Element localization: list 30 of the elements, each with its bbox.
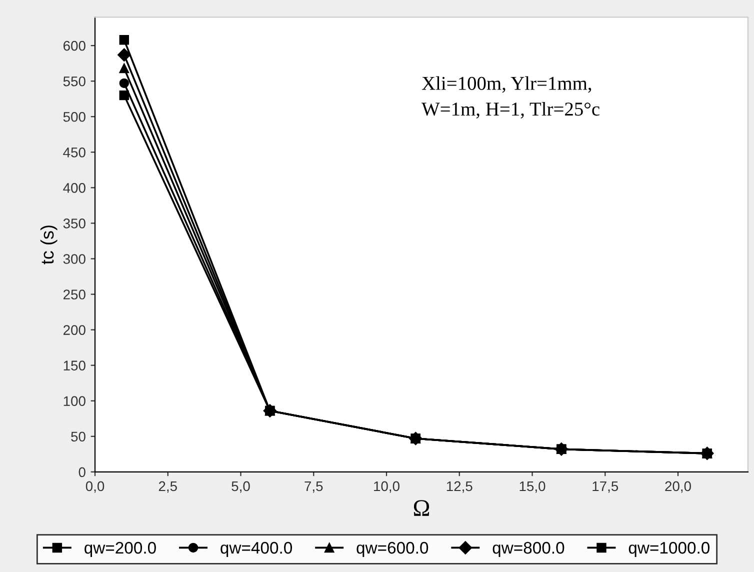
y-tick-label: 350 — [63, 218, 86, 228]
annotation: Xli=100m, Ylr=1mm, W=1m, H=1, Tlr=25°c — [422, 76, 600, 118]
x-tick-label: 12,5 — [446, 481, 472, 493]
legend-label: qw=600.0 — [356, 542, 428, 557]
y-tick-label: 250 — [64, 290, 86, 300]
x-tick-label: 15,0 — [520, 481, 546, 493]
legend-label: qw=1000.0 — [628, 542, 710, 557]
x-tick-label: 2,5 — [158, 481, 177, 493]
y-tick-label: 50 — [71, 432, 86, 442]
x-axis-title: Ω — [414, 500, 430, 516]
x-tick-label: 0,0 — [86, 481, 104, 493]
y-tick-label: 100 — [64, 396, 86, 406]
y-tick-label: 0 — [78, 467, 86, 478]
y-tick-label: 300 — [63, 254, 86, 264]
y-axis-title: tc (s) — [40, 226, 58, 264]
y-tick-label: 200 — [64, 325, 86, 335]
y-tick-label: 500 — [63, 112, 86, 122]
y-tick-label: 150 — [64, 360, 86, 370]
y-tick-label: 400 — [63, 183, 86, 193]
x-tick-label: 20,0 — [665, 481, 691, 493]
x-tick-label: 10,0 — [374, 481, 400, 493]
legend-label: qw=800.0 — [492, 542, 564, 557]
x-tick-label: 17,5 — [592, 481, 618, 493]
x-tick-label: 5,0 — [232, 481, 250, 493]
legend-label: qw=400.0 — [220, 542, 292, 557]
y-tick-label: 450 — [63, 147, 86, 158]
y-tick-label: 600 — [64, 40, 86, 51]
y-tick-label: 550 — [63, 76, 86, 86]
legend-label: qw=200.0 — [84, 542, 156, 557]
x-tick-label: 7,5 — [304, 481, 323, 493]
